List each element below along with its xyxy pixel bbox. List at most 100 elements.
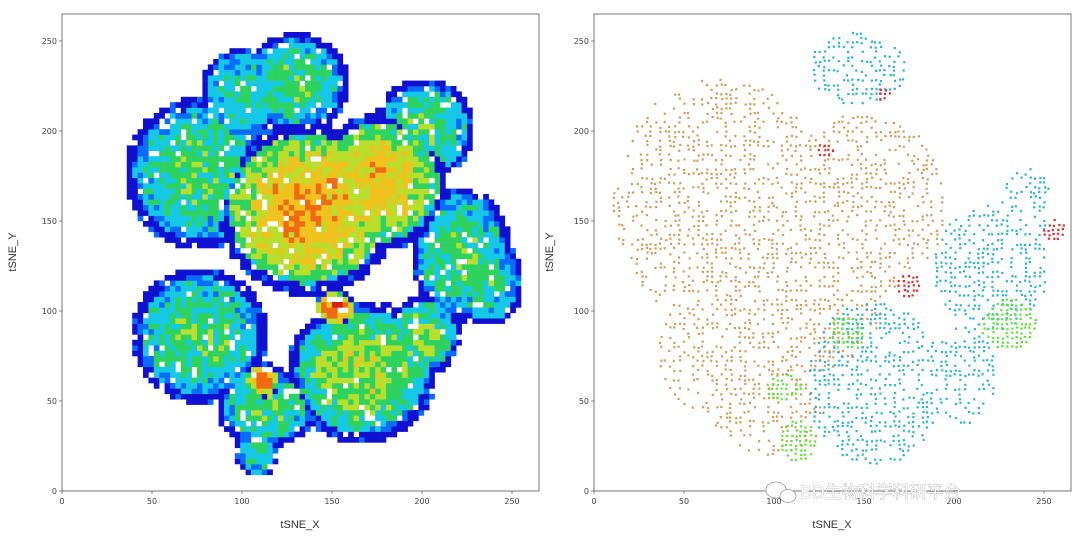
density-cell bbox=[202, 215, 209, 222]
density-cell bbox=[337, 372, 344, 378]
density-cell bbox=[499, 231, 506, 238]
density-cell bbox=[364, 242, 371, 249]
density-cell bbox=[261, 464, 268, 470]
population-point bbox=[823, 234, 826, 237]
density-cell bbox=[240, 302, 246, 308]
population-point bbox=[729, 93, 732, 96]
density-cell bbox=[494, 269, 500, 276]
density-cell bbox=[396, 420, 403, 427]
population-point bbox=[818, 312, 821, 315]
density-cell bbox=[407, 150, 414, 157]
population-point bbox=[711, 270, 714, 273]
density-cell bbox=[299, 264, 306, 270]
population-point bbox=[686, 307, 689, 310]
density-cell bbox=[283, 134, 290, 141]
population-point bbox=[710, 144, 713, 147]
population-point bbox=[838, 331, 841, 334]
density-cell bbox=[148, 194, 155, 200]
density-cell bbox=[418, 323, 425, 330]
density-cell bbox=[186, 329, 192, 335]
density-cell bbox=[440, 80, 446, 87]
density-cell bbox=[283, 410, 290, 416]
population-point bbox=[777, 449, 780, 452]
density-cell bbox=[402, 221, 408, 227]
density-cell bbox=[153, 215, 160, 222]
density-cell bbox=[272, 231, 279, 238]
density-cell bbox=[202, 345, 209, 351]
density-cell bbox=[245, 177, 252, 184]
population-point bbox=[734, 134, 737, 138]
population-point bbox=[677, 224, 680, 227]
density-cell bbox=[348, 123, 354, 130]
density-cell bbox=[472, 312, 479, 319]
density-cell bbox=[375, 226, 381, 233]
density-cell bbox=[234, 167, 241, 173]
density-cell bbox=[234, 129, 241, 135]
density-cell bbox=[326, 231, 333, 238]
population-point bbox=[692, 186, 695, 189]
density-cell bbox=[294, 145, 300, 152]
population-point bbox=[789, 228, 792, 231]
population-point bbox=[766, 257, 769, 260]
density-cell bbox=[440, 237, 446, 243]
density-cell bbox=[359, 420, 365, 427]
density-cell bbox=[467, 221, 473, 227]
density-cell bbox=[299, 156, 306, 162]
population-point bbox=[682, 131, 685, 134]
density-cell bbox=[369, 199, 376, 206]
density-cell bbox=[170, 172, 176, 179]
population-point bbox=[621, 224, 624, 227]
density-cell bbox=[229, 161, 236, 168]
density-cell bbox=[321, 150, 327, 157]
density-cell bbox=[407, 377, 414, 384]
density-cell bbox=[391, 183, 398, 189]
density-cell bbox=[369, 383, 376, 389]
density-cell bbox=[197, 312, 203, 319]
density-cell bbox=[207, 80, 214, 87]
density-cell bbox=[294, 37, 300, 44]
density-cell bbox=[132, 172, 138, 179]
population-point bbox=[679, 312, 682, 316]
density-cell bbox=[299, 361, 306, 368]
density-cell bbox=[494, 302, 500, 308]
density-cell bbox=[175, 183, 182, 189]
density-cell bbox=[256, 107, 263, 114]
density-cell bbox=[267, 91, 273, 98]
population-point bbox=[646, 153, 649, 156]
density-cell bbox=[175, 194, 182, 200]
density-cell bbox=[391, 388, 398, 395]
density-cell bbox=[207, 134, 214, 141]
density-cell bbox=[353, 312, 360, 319]
population-point bbox=[706, 373, 710, 376]
population-point bbox=[654, 243, 657, 246]
density-cell bbox=[240, 96, 246, 103]
density-cell bbox=[494, 248, 500, 254]
density-cell bbox=[305, 345, 311, 351]
density-cell bbox=[197, 329, 203, 335]
density-cell bbox=[288, 64, 295, 71]
density-cell bbox=[283, 248, 290, 254]
density-cell bbox=[299, 177, 306, 184]
density-cell bbox=[364, 156, 371, 162]
density-cell bbox=[240, 221, 246, 227]
density-cell bbox=[332, 404, 338, 411]
density-cell bbox=[164, 307, 171, 314]
density-cell bbox=[472, 237, 479, 243]
density-cell bbox=[440, 226, 446, 233]
population-point bbox=[763, 309, 766, 312]
density-cell bbox=[218, 237, 225, 243]
density-cell bbox=[224, 307, 230, 314]
population-point bbox=[809, 257, 812, 260]
density-cell bbox=[477, 285, 484, 292]
density-cell bbox=[143, 350, 149, 357]
population-point bbox=[728, 139, 731, 142]
density-cell bbox=[423, 129, 430, 135]
density-cell bbox=[321, 161, 327, 168]
population-point bbox=[711, 281, 714, 284]
population-point bbox=[687, 144, 690, 147]
density-cell bbox=[310, 372, 317, 378]
density-cell bbox=[321, 334, 327, 341]
density-cell bbox=[159, 312, 165, 319]
density-cell bbox=[386, 242, 392, 249]
population-point bbox=[632, 219, 635, 222]
